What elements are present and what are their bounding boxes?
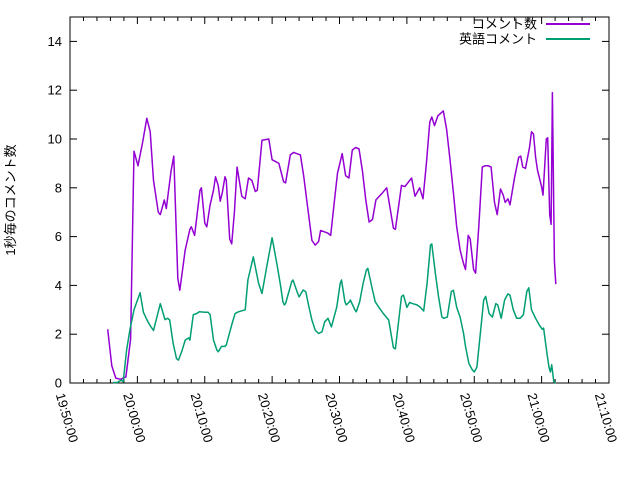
x-tick-label: 19:50:00 [53,391,81,444]
x-tick-label: 20:00:00 [120,391,148,444]
x-tick-label: 20:30:00 [322,391,350,444]
axes-layer: 19:50:00 20:00:00 20:10:00 20:20:00 20:30:00… [48,16,620,444]
x-tick-label: 21:10:00 [592,391,620,444]
x-tick-label: 21:00:00 [525,391,553,444]
plot-border [69,16,610,384]
x-tick-label: 20:50:00 [457,391,485,444]
y-tick-label: 6 [55,229,62,244]
x-tick-label: 20:20:00 [255,391,283,444]
y-tick-label: 14 [48,34,62,49]
series-line-english-comments [113,237,557,384]
legend: コメント数 英語コメント [459,17,590,47]
y-tick-label: 12 [48,83,62,98]
y-axis-title: 1秒毎のコメント数 [3,144,18,255]
legend-label-comments: コメント数 [472,17,537,32]
y-tick-label: 0 [55,376,62,391]
y-tick-label: 8 [55,180,62,195]
y-tick-label: 4 [55,278,62,293]
series-line-comments [106,91,557,381]
series-layer [106,91,557,384]
y-tick-label: 10 [48,132,62,147]
legend-label-english-comments: 英語コメント [459,32,537,47]
x-tick-label: 20:10:00 [188,391,216,444]
x-tick-label: 20:40:00 [390,391,418,444]
y-tick-label: 2 [55,327,62,342]
